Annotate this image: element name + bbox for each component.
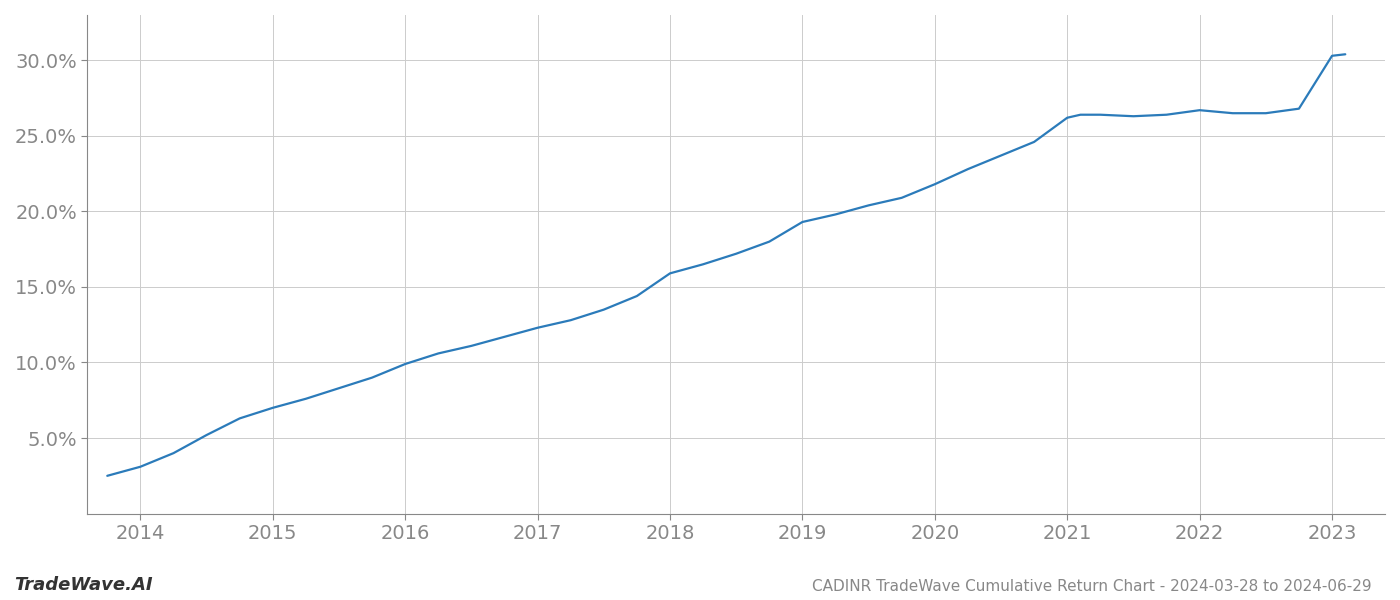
Text: CADINR TradeWave Cumulative Return Chart - 2024-03-28 to 2024-06-29: CADINR TradeWave Cumulative Return Chart… (812, 579, 1372, 594)
Text: TradeWave.AI: TradeWave.AI (14, 576, 153, 594)
